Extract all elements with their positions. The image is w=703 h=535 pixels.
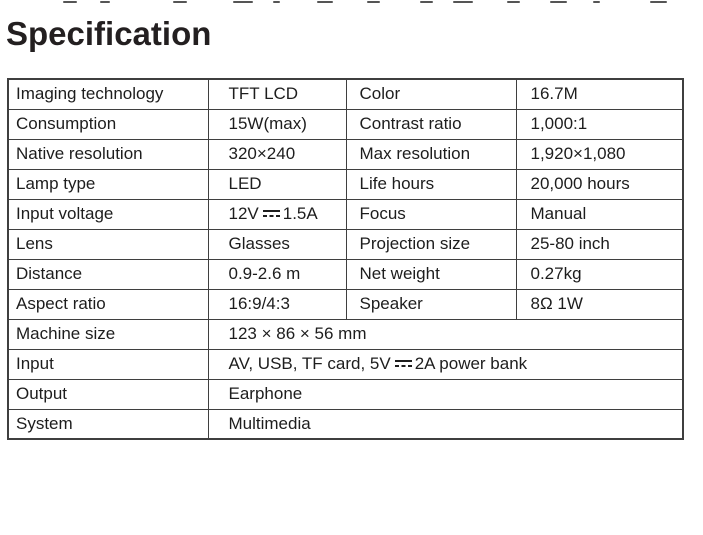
spec-value: Earphone [207,378,684,410]
spec-label: Distance [7,258,209,290]
spec-label: Native resolution [7,138,209,170]
spec-label: Life hours [345,168,517,200]
spec-value: 25-80 inch [515,228,684,260]
direct-current-icon [394,359,412,370]
table-row: Machine size 123 × 86 × 56 mm [7,318,684,350]
spec-label: Contrast ratio [345,108,517,140]
spec-value: 0.9-2.6 m [207,258,347,290]
direct-current-icon [262,209,280,220]
spec-value: 8Ω 1W [515,288,684,320]
spec-value: 123 × 86 × 56 mm [207,318,684,350]
table-row: Imaging technology TFT LCD Color 16.7M [7,78,684,110]
spec-label: Input voltage [7,198,209,230]
spec-label: Output [7,378,209,410]
voltage-value: 12V [228,204,259,223]
spec-label: Lamp type [7,168,209,200]
table-row: Lamp type LED Life hours 20,000 hours [7,168,684,200]
spec-label: Net weight [345,258,517,290]
table-row: Native resolution 320×240 Max resolution… [7,138,684,170]
table-row: Lens Glasses Projection size 25-80 inch [7,228,684,260]
spec-label: Lens [7,228,209,260]
spec-label: Projection size [345,228,517,260]
spec-value: 12V 1.5A [207,198,347,230]
table-row: Output Earphone [7,378,684,410]
spec-label: Color [345,78,517,110]
spec-label: Aspect ratio [7,288,209,320]
power-bank-value: 2A power bank [414,354,528,373]
input-sources: AV, USB, TF card, 5V [228,354,391,373]
spec-label: Machine size [7,318,209,350]
spec-label: Speaker [345,288,517,320]
spec-label: Focus [345,198,517,230]
spec-value: 16.7M [515,78,684,110]
spec-value: AV, USB, TF card, 5V 2A power bank [207,348,684,380]
table-row: Distance 0.9-2.6 m Net weight 0.27kg [7,258,684,290]
spec-label: Max resolution [345,138,517,170]
table-row: Input voltage 12V 1.5A Focus Manual [7,198,684,230]
table-row: Consumption 15W(max) Contrast ratio 1,00… [7,108,684,140]
table-row: Input AV, USB, TF card, 5V 2A power bank [7,348,684,380]
spec-label: Imaging technology [7,78,209,110]
spec-value: Glasses [207,228,347,260]
table-row: System Multimedia [7,408,684,440]
table-row: Aspect ratio 16:9/4:3 Speaker 8Ω 1W [7,288,684,320]
spec-value: LED [207,168,347,200]
spec-value: TFT LCD [207,78,347,110]
cropped-content-artifact [0,0,703,5]
spec-label: Consumption [7,108,209,140]
spec-value: 0.27kg [515,258,684,290]
spec-label: System [7,408,209,440]
spec-value: 1,000:1 [515,108,684,140]
spec-value: 320×240 [207,138,347,170]
specification-table: Imaging technology TFT LCD Color 16.7M C… [7,78,684,440]
page-title: Specification [6,15,212,52]
spec-value: Multimedia [207,408,684,440]
spec-value: 1,920×1,080 [515,138,684,170]
spec-value: Manual [515,198,684,230]
spec-value: 20,000 hours [515,168,684,200]
spec-value: 15W(max) [207,108,347,140]
current-value: 1.5A [282,204,318,223]
spec-value: 16:9/4:3 [207,288,347,320]
spec-label: Input [7,348,209,380]
